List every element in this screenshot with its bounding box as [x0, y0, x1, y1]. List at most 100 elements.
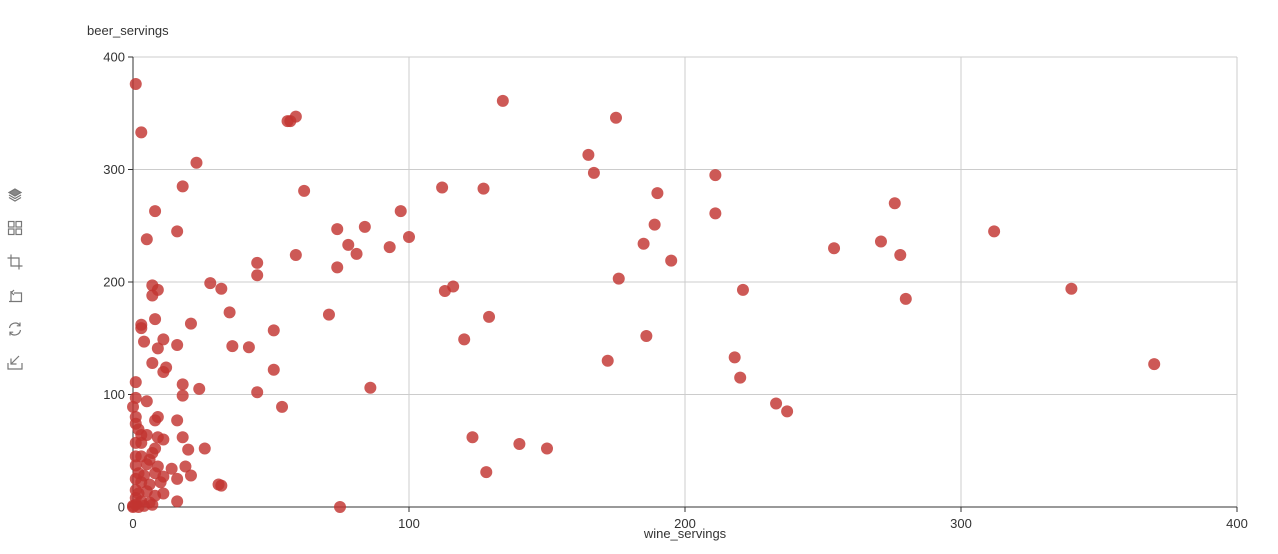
scatter-point[interactable]	[140, 233, 153, 246]
scatter-point[interactable]	[736, 283, 749, 296]
scatter-point[interactable]	[251, 386, 264, 399]
scatter-point[interactable]	[601, 354, 614, 367]
data-zoom-tool-button[interactable]	[4, 253, 26, 275]
scatter-point[interactable]	[828, 242, 841, 255]
scatter-point[interactable]	[129, 376, 142, 389]
save-image-tool-button[interactable]	[4, 354, 26, 376]
scatter-point[interactable]	[135, 322, 148, 335]
scatter-point[interactable]	[610, 111, 622, 124]
zoom-reset-tool-button[interactable]	[4, 287, 26, 309]
stack-tool-button[interactable]	[4, 186, 26, 208]
scatter-point[interactable]	[251, 269, 264, 282]
scatter-point[interactable]	[874, 235, 887, 248]
scatter-point[interactable]	[149, 205, 162, 218]
scatter-point[interactable]	[447, 280, 460, 293]
scatter-point[interactable]	[781, 405, 794, 418]
scatter-point[interactable]	[146, 357, 159, 369]
scatter-point[interactable]	[267, 363, 280, 376]
scatter-point[interactable]	[648, 218, 661, 231]
scatter-point[interactable]	[165, 462, 178, 475]
scatter-point[interactable]	[640, 330, 653, 342]
scatter-point[interactable]	[157, 487, 170, 500]
scatter-point[interactable]	[582, 148, 595, 161]
scatter-point[interactable]	[198, 442, 211, 455]
scatter-point[interactable]	[242, 341, 255, 354]
scatter-point[interactable]	[151, 411, 164, 423]
scatter-point[interactable]	[513, 438, 526, 450]
scatter-point[interactable]	[129, 391, 142, 404]
scatter-point[interactable]	[135, 126, 148, 139]
scatter-point[interactable]	[587, 166, 600, 179]
scatter-point[interactable]	[541, 442, 553, 455]
scatter-point[interactable]	[637, 237, 650, 250]
scatter-point[interactable]	[184, 317, 197, 330]
scatter-point[interactable]	[176, 431, 189, 444]
scatter-point[interactable]	[215, 282, 228, 295]
scatter-point[interactable]	[140, 458, 153, 471]
scatter-point[interactable]	[157, 366, 170, 378]
scatter-point[interactable]	[223, 306, 236, 319]
scatter-point[interactable]	[403, 231, 415, 243]
scatter-point[interactable]	[364, 381, 377, 394]
scatter-point[interactable]	[176, 389, 189, 402]
scatter-point[interactable]	[665, 254, 678, 267]
scatter-point[interactable]	[135, 436, 148, 449]
scatter-point[interactable]	[394, 205, 407, 218]
scatter-point[interactable]	[171, 339, 184, 351]
scatter-point[interactable]	[146, 289, 159, 302]
scatter-point[interactable]	[888, 197, 901, 210]
scatter-point[interactable]	[140, 395, 153, 408]
scatter-point[interactable]	[466, 431, 479, 444]
scatter-point[interactable]	[899, 292, 912, 305]
scatter-point[interactable]	[298, 184, 311, 197]
scatter-point[interactable]	[477, 182, 490, 195]
scatter-point[interactable]	[331, 223, 344, 236]
scatter-point[interactable]	[436, 181, 449, 194]
scatter-point[interactable]	[193, 382, 206, 395]
scatter-point[interactable]	[709, 169, 722, 182]
scatter-point[interactable]	[157, 333, 170, 346]
scatter-point[interactable]	[190, 156, 203, 169]
scatter-point[interactable]	[1148, 358, 1161, 371]
scatter-point[interactable]	[612, 272, 625, 285]
scatter-point[interactable]	[483, 310, 496, 323]
scatter-point[interactable]	[358, 220, 371, 233]
scatter-point[interactable]	[176, 180, 189, 193]
scatter-point[interactable]	[709, 207, 722, 220]
scatter-point[interactable]	[138, 335, 151, 348]
scatter-point[interactable]	[988, 225, 1001, 238]
scatter-point[interactable]	[276, 400, 289, 413]
scatter-point[interactable]	[289, 249, 302, 261]
scatter-point[interactable]	[171, 225, 184, 238]
restore-tool-button[interactable]	[4, 320, 26, 342]
scatter-point[interactable]	[480, 466, 493, 479]
scatter-point[interactable]	[146, 498, 159, 511]
scatter-point[interactable]	[129, 78, 142, 90]
scatter-point[interactable]	[157, 433, 170, 446]
scatter-point[interactable]	[204, 277, 217, 290]
scatter-point[interactable]	[734, 371, 747, 384]
scatter-point[interactable]	[331, 261, 344, 274]
tiled-tool-button[interactable]	[4, 220, 26, 242]
scatter-point[interactable]	[894, 249, 907, 261]
scatter-point[interactable]	[458, 333, 471, 346]
scatter-point[interactable]	[127, 501, 139, 513]
scatter-point[interactable]	[127, 400, 139, 413]
scatter-point[interactable]	[281, 115, 294, 128]
scatter-point[interactable]	[179, 460, 192, 473]
scatter-point[interactable]	[350, 247, 363, 260]
scatter-point[interactable]	[171, 414, 184, 427]
scatter-point[interactable]	[182, 443, 195, 456]
scatter-point[interactable]	[651, 187, 664, 200]
scatter-point[interactable]	[342, 238, 355, 251]
scatter-point[interactable]	[334, 501, 346, 513]
scatter-point[interactable]	[151, 342, 164, 355]
scatter-point[interactable]	[728, 351, 741, 364]
scatter-point[interactable]	[383, 241, 396, 254]
scatter-point[interactable]	[149, 313, 162, 326]
scatter-point[interactable]	[267, 324, 280, 337]
scatter-point[interactable]	[171, 495, 184, 508]
scatter-point[interactable]	[322, 308, 335, 321]
scatter-point[interactable]	[154, 476, 167, 489]
scatter-point[interactable]	[171, 472, 184, 485]
